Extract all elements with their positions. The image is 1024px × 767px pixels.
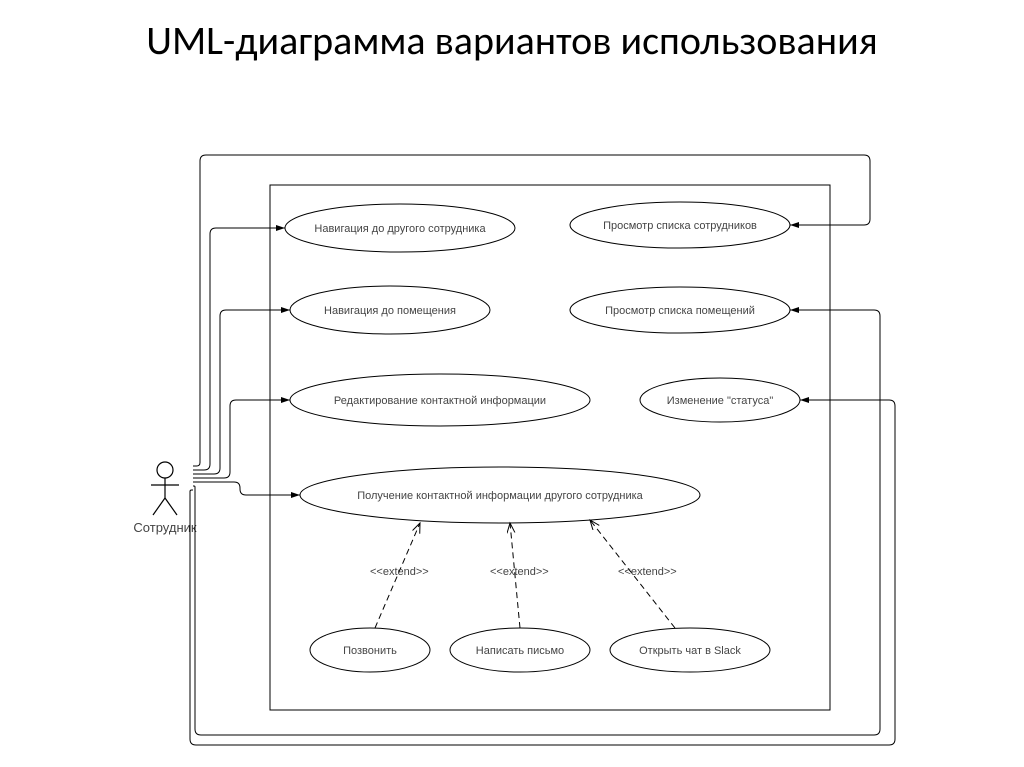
- usecase-slack: Открыть чат в Slack: [610, 628, 770, 672]
- extend-label-call: <<extend>>: [370, 566, 429, 578]
- usecase-nav_employee: Навигация до другого сотрудника: [285, 204, 515, 252]
- svg-text:Изменение "статуса": Изменение "статуса": [667, 395, 774, 407]
- svg-text:Редактирование контактной инфо: Редактирование контактной информации: [334, 395, 546, 407]
- association-get_contact: [193, 482, 300, 495]
- svg-text:Позвонить: Позвонить: [343, 645, 397, 657]
- svg-text:Получение контактной информаци: Получение контактной информации другого …: [357, 490, 643, 502]
- actor-employee: Сотрудник: [133, 462, 196, 535]
- svg-text:Навигация до помещения: Навигация до помещения: [324, 305, 456, 317]
- usecase-status: Изменение "статуса": [640, 378, 800, 422]
- usecase-mail: Написать письмо: [450, 628, 590, 672]
- svg-text:Сотрудник: Сотрудник: [133, 520, 196, 535]
- usecase-nav_room: Навигация до помещения: [290, 286, 490, 334]
- svg-text:Навигация до другого сотрудник: Навигация до другого сотрудника: [314, 223, 486, 235]
- usecase-edit_contact: Редактирование контактной информации: [290, 374, 590, 426]
- usecase-get_contact: Получение контактной информации другого …: [300, 467, 700, 523]
- extend-label-mail: <<extend>>: [490, 566, 549, 578]
- extend-label-slack: <<extend>>: [618, 566, 677, 578]
- usecase-list_employees: Просмотр списка сотрудников: [570, 202, 790, 248]
- usecase-call: Позвонить: [310, 628, 430, 672]
- association-nav_room: [193, 310, 290, 474]
- association-nav_employee: [193, 228, 285, 470]
- svg-text:Просмотр списка помещений: Просмотр списка помещений: [605, 305, 755, 317]
- uml-diagram: Сотрудник Навигация до другого сотрудника…: [0, 0, 1024, 767]
- svg-text:Просмотр списка сотрудников: Просмотр списка сотрудников: [603, 220, 757, 232]
- svg-text:Открыть чат в Slack: Открыть чат в Slack: [639, 645, 741, 657]
- svg-text:Написать письмо: Написать письмо: [476, 645, 564, 657]
- usecase-list_rooms: Просмотр списка помещений: [570, 287, 790, 333]
- association-edit_contact: [193, 400, 290, 478]
